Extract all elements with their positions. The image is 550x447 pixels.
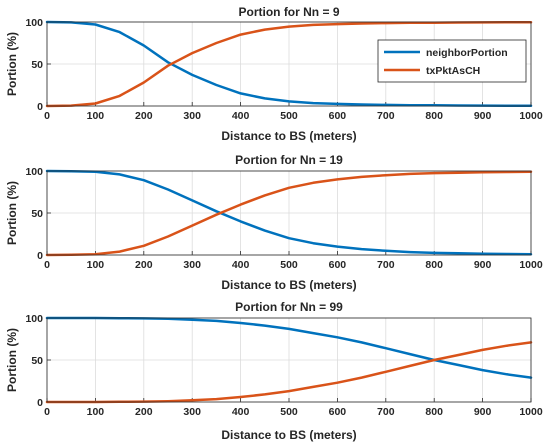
y-tick-labels: 0 50 100 bbox=[25, 313, 43, 409]
series-line-txpktasch bbox=[45, 170, 533, 257]
x-tick-label: 0 bbox=[44, 110, 50, 122]
chart-title: Portion for Nn = 99 bbox=[235, 300, 343, 314]
plot-frame bbox=[46, 170, 532, 256]
x-tick-label: 800 bbox=[425, 110, 443, 122]
y-tick-label: 0 bbox=[37, 101, 43, 113]
y-tick-labels: 0 50 100 bbox=[25, 166, 43, 262]
y-tick-label: 0 bbox=[37, 397, 43, 409]
x-tick-label: 1000 bbox=[519, 406, 543, 418]
x-tick-label: 500 bbox=[280, 110, 298, 122]
x-tick-label: 300 bbox=[183, 406, 201, 418]
legend-label-neighborportion: neighborPortion bbox=[426, 47, 508, 59]
y-tick-labels: 0 50 100 bbox=[25, 17, 43, 113]
y-tick-label: 100 bbox=[25, 166, 43, 178]
legend-box bbox=[377, 39, 527, 83]
x-tick-label: 100 bbox=[87, 259, 105, 271]
x-tick-labels: 0 100 200 300 400 500 600 700 800 900 1000 bbox=[44, 406, 543, 418]
x-tick-label: 300 bbox=[183, 259, 201, 271]
x-tick-label: 800 bbox=[425, 406, 443, 418]
x-tick-labels: 0 100 200 300 400 500 600 700 800 900 1000 bbox=[44, 259, 543, 271]
x-tick-label: 500 bbox=[280, 406, 298, 418]
y-tick-label: 100 bbox=[25, 313, 43, 325]
series-lines bbox=[45, 169, 533, 257]
y-axis-label: Portion (%) bbox=[5, 181, 19, 245]
x-tick-label: 800 bbox=[425, 259, 443, 271]
x-tick-label: 0 bbox=[44, 259, 50, 271]
series-line-txpktasch bbox=[45, 21, 533, 108]
series-lines bbox=[45, 20, 533, 108]
x-tick-label: 400 bbox=[232, 259, 250, 271]
x-tick-label: 1000 bbox=[519, 110, 543, 122]
x-tick-label: 900 bbox=[474, 406, 492, 418]
chart-title: Portion for Nn = 19 bbox=[235, 153, 343, 167]
x-tick-label: 400 bbox=[232, 110, 250, 122]
series-line-neighborportion bbox=[45, 20, 533, 107]
legend: neighborPortion txPktAsCH bbox=[377, 39, 527, 83]
x-tick-label: 200 bbox=[135, 110, 153, 122]
x-tick-labels: 0 100 200 300 400 500 600 700 800 900 1000 bbox=[44, 110, 543, 122]
x-tick-label: 900 bbox=[474, 259, 492, 271]
x-tick-label: 700 bbox=[377, 406, 395, 418]
x-axis-label: Distance to BS (meters) bbox=[221, 278, 356, 292]
y-tick-label: 50 bbox=[31, 59, 43, 71]
legend-label-txpktasch: txPktAsCH bbox=[426, 65, 480, 77]
chart-panel-nn-99: 0 100 200 300 400 500 600 700 800 900 1000 050100 … bbox=[5, 300, 543, 442]
x-tick-label: 1000 bbox=[519, 259, 543, 271]
x-tick-label: 700 bbox=[377, 110, 395, 122]
x-tick-label: 200 bbox=[135, 259, 153, 271]
chart-title: Portion for Nn = 9 bbox=[238, 5, 339, 19]
x-tick-label: 700 bbox=[377, 259, 395, 271]
chart-panel-nn-19: 0 100 200 300 400 500 600 700 800 900 1000 050100 … bbox=[5, 153, 543, 292]
x-tick-label: 400 bbox=[232, 406, 250, 418]
y-tick-label: 50 bbox=[31, 208, 43, 220]
x-tick-label: 300 bbox=[183, 110, 201, 122]
x-tick-label: 600 bbox=[329, 406, 347, 418]
chart-panel-nn-9: 0 100 200 300 400 500 600 700 800 900 1000 050100 … bbox=[5, 5, 543, 143]
y-axis-label: Portion (%) bbox=[5, 32, 19, 96]
plot-frame bbox=[46, 21, 532, 107]
series-line-neighborportion bbox=[45, 169, 533, 256]
x-tick-label: 200 bbox=[135, 406, 153, 418]
x-tick-label: 500 bbox=[280, 259, 298, 271]
y-tick-label: 0 bbox=[37, 250, 43, 262]
x-axis-label: Distance to BS (meters) bbox=[221, 129, 356, 143]
plot-frame bbox=[46, 317, 532, 403]
x-tick-label: 100 bbox=[87, 110, 105, 122]
x-tick-label: 0 bbox=[44, 406, 50, 418]
y-tick-label: 100 bbox=[25, 17, 43, 29]
x-axis-label: Distance to BS (meters) bbox=[221, 428, 356, 442]
x-tick-label: 900 bbox=[474, 110, 492, 122]
x-tick-label: 600 bbox=[329, 110, 347, 122]
x-tick-label: 100 bbox=[87, 406, 105, 418]
y-tick-label: 50 bbox=[31, 355, 43, 367]
y-axis-label: Portion (%) bbox=[5, 328, 19, 392]
x-tick-label: 600 bbox=[329, 259, 347, 271]
